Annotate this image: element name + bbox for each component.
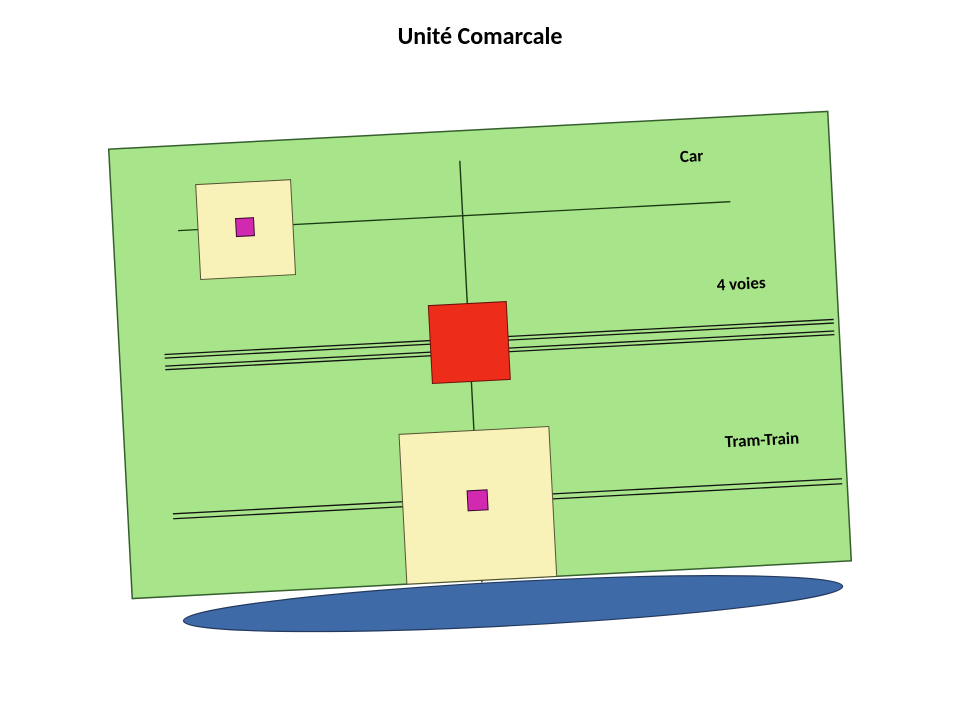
diagram-canvas: Car 4 voies Tram-Train — [0, 0, 960, 720]
label-tram-train: Tram-Train — [724, 427, 799, 452]
magenta-box-top — [236, 218, 255, 237]
label-car: Car — [679, 145, 704, 167]
red-box-center — [428, 302, 510, 384]
magenta-box-bottom — [467, 490, 488, 511]
label-four-lanes: 4 voies — [716, 272, 766, 296]
